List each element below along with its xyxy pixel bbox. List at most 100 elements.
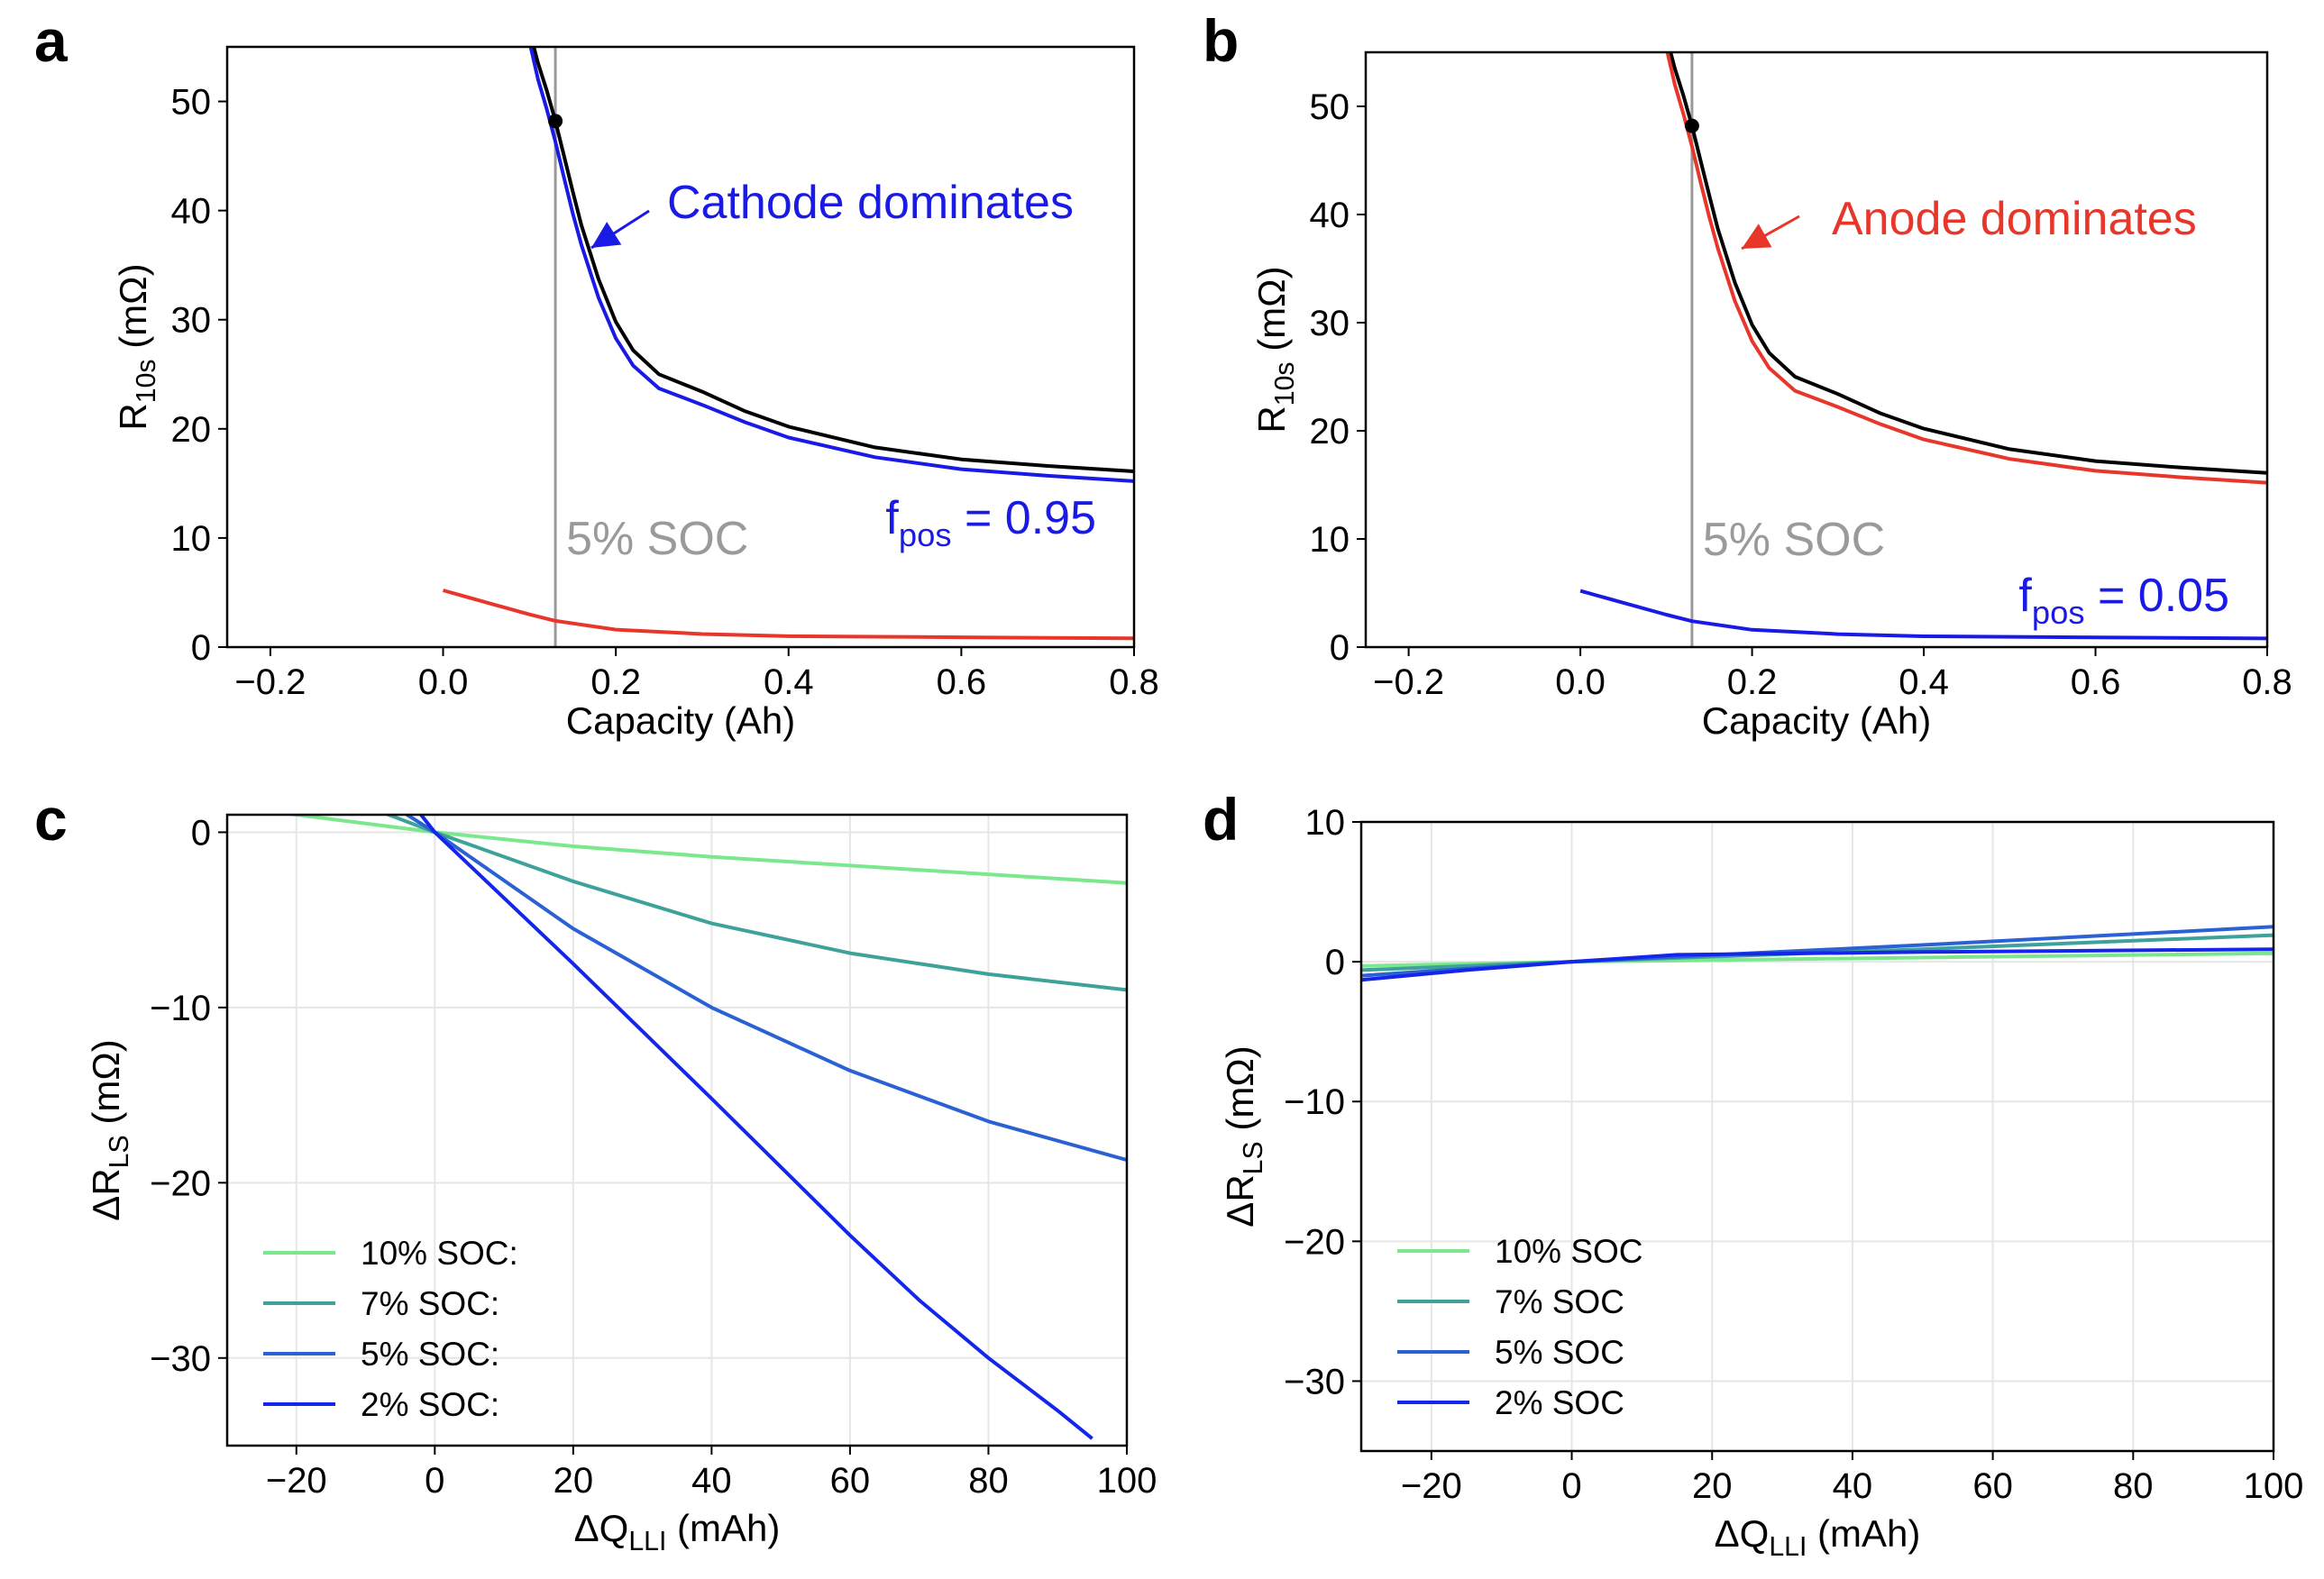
y-tick-label: 10 (171, 519, 212, 559)
xlabel_unit-text: (mAh) (1807, 1512, 1920, 1555)
series-line-anode (442, 589, 1134, 641)
y-tick-label: −10 (1284, 1082, 1345, 1122)
x-tick-label: 0.2 (590, 662, 641, 702)
y-tick-label: 0 (191, 813, 211, 853)
plot-area (1361, 925, 2274, 982)
y-tick-label: 30 (171, 301, 212, 341)
xlabel-text: ΔQ (574, 1507, 629, 1549)
xlabel_sub-text: LLI (1769, 1532, 1807, 1562)
series-line-total (1669, 52, 2267, 475)
x-axis-label: Capacity (Ah) (566, 699, 795, 742)
legend-label: 5% SOC (1495, 1334, 1624, 1371)
legend-label: 5% SOC: (361, 1336, 499, 1373)
legend-label: 10% SOC: (361, 1235, 518, 1272)
plot-area (1579, 52, 2267, 641)
y-tick-label: 0 (191, 628, 211, 668)
y-axis-label: R10s (mΩ) (1250, 266, 1300, 433)
legend-label: 7% SOC: (361, 1285, 499, 1322)
legend-label: 10% SOC (1495, 1233, 1643, 1270)
legend-label: 2% SOC (1495, 1384, 1624, 1421)
x-tick-label: 0.0 (1555, 662, 1606, 702)
y-tick-label: 10 (1305, 803, 1346, 843)
series-line-total (532, 47, 1134, 473)
x-axis-label: ΔQLLI (mAh) (1715, 1512, 1921, 1562)
xlabel_sub-text: LLI (628, 1527, 666, 1556)
x-tick-label: 0.4 (1899, 662, 1949, 702)
x-tick-label: −0.2 (234, 662, 306, 702)
y-axis-label: R10s (mΩ) (112, 263, 161, 430)
y-tick-label: −20 (1284, 1222, 1345, 1262)
y-axis-label: ΔRLS (mΩ) (85, 1039, 134, 1220)
x-tick-label: 0.0 (418, 662, 469, 702)
x-tick-label: 0.8 (1109, 662, 1159, 702)
xlabel_unit-text: (mAh) (666, 1507, 780, 1549)
xlabel-text: ΔQ (1715, 1512, 1770, 1555)
x-tick-label: 20 (1692, 1466, 1733, 1506)
panel-letter: b (1203, 7, 1239, 74)
x-tick-label: 100 (2244, 1466, 2304, 1506)
x-tick-label: 60 (830, 1461, 871, 1501)
series-line-10-soc (1361, 951, 2274, 968)
x-tick-label: 0.2 (1727, 662, 1778, 702)
y-tick-label: 40 (1310, 196, 1350, 235)
plot-area (281, 815, 1127, 1440)
annotation-arrow-head-icon (591, 222, 622, 248)
axes-frame (225, 45, 1136, 649)
y-tick-label: −20 (150, 1164, 211, 1203)
fpos-sub: pos (899, 516, 952, 553)
x-tick-label: 20 (554, 1461, 594, 1501)
y-tick-label: 50 (1310, 87, 1350, 127)
fpos-value: = 0.05 (2085, 570, 2229, 622)
axes-frame (1359, 820, 2275, 1453)
ylabel-text: ΔR (1219, 1174, 1261, 1227)
dominance-annotation: Cathode dominates (667, 177, 1074, 229)
dominance-annotation: Anode dominates (1832, 193, 2197, 245)
series-line-10-soc- (281, 815, 1127, 885)
ylabel_unit-text: (mΩ) (1219, 1045, 1261, 1141)
y-tick-label: −30 (150, 1339, 211, 1379)
fpos-main: f (2018, 570, 2032, 622)
soc-marker-point (548, 114, 563, 129)
annotation-arrow-head-icon (1742, 224, 1772, 249)
plot-area (442, 47, 1134, 641)
soc-vline-label: 5% SOC (566, 513, 748, 565)
series-line-2-soc (1361, 947, 2274, 982)
series-line-7-soc- (383, 815, 1127, 992)
ylabel-text: R (1250, 406, 1293, 433)
panel-letter: d (1203, 786, 1239, 853)
ylabel_unit-text: (mΩ) (85, 1039, 127, 1135)
fpos-label: fpos = 0.95 (885, 492, 1096, 553)
x-tick-label: 0.8 (2242, 662, 2292, 702)
fpos-label: fpos = 0.05 (2018, 570, 2229, 631)
panel-a: a −0.2 0.0 0.2 0.4 0.6 0.8 0 10 20 30 40 50 Capacity … (34, 7, 1159, 742)
x-tick-label: 40 (691, 1461, 732, 1501)
ylabel_sub-text: 10s (1270, 361, 1300, 406)
series-line-anode (1665, 52, 2267, 485)
soc-vline-label: 5% SOC (1703, 514, 1885, 566)
ylabel-text: ΔR (85, 1168, 127, 1220)
legend-label: 2% SOC: (361, 1386, 499, 1423)
panel-b: b −0.2 0.0 0.2 0.4 0.6 0.8 0 10 20 30 40 50 Capacity … (1203, 7, 2292, 742)
series-line-cathode (528, 47, 1134, 483)
y-axis-label: ΔRLS (mΩ) (1219, 1045, 1268, 1227)
ylabel_unit-text: (mΩ) (1250, 266, 1293, 361)
x-tick-label: −20 (266, 1461, 327, 1501)
x-axis-label: Capacity (Ah) (1702, 699, 1931, 742)
series-line-2-soc- (418, 815, 1093, 1440)
x-tick-label: 0.6 (937, 662, 987, 702)
fpos-value: = 0.95 (952, 492, 1096, 544)
y-tick-label: 50 (171, 83, 212, 123)
ylabel-text: R (112, 403, 154, 430)
axes-frame (1364, 50, 2269, 649)
y-tick-label: 0 (1330, 628, 1350, 668)
y-tick-label: −30 (1284, 1362, 1345, 1401)
x-axis-label: ΔQLLI (mAh) (574, 1507, 781, 1556)
x-tick-label: 0 (425, 1461, 444, 1501)
y-tick-label: −10 (150, 989, 211, 1028)
panel-letter: c (34, 786, 68, 853)
y-tick-label: 20 (171, 410, 212, 450)
x-tick-label: 80 (968, 1461, 1009, 1501)
x-tick-label: 0.4 (764, 662, 814, 702)
